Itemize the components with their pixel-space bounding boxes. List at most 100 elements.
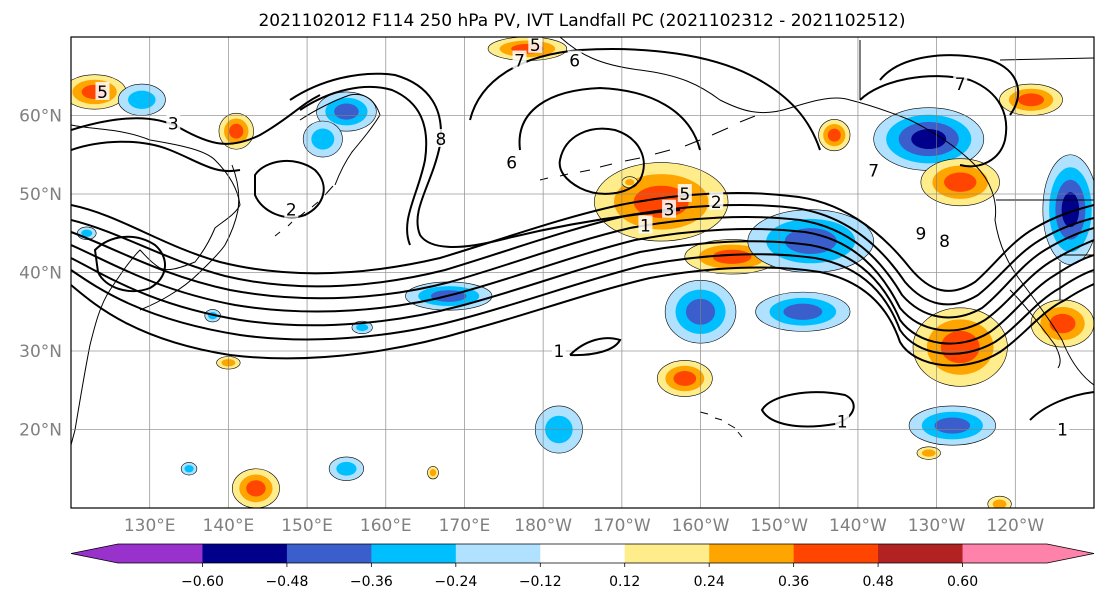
contour-value-label: 6: [506, 154, 517, 174]
shaded-contour-level: [712, 249, 752, 264]
shaded-contour-level: [1061, 192, 1080, 228]
coastline-layer: [71, 37, 1094, 446]
coastline-japan: [139, 164, 240, 311]
contour-value-label: 5: [530, 36, 541, 56]
colorbar-tick-label: −0.36: [350, 574, 393, 590]
lon-tick-label: 130°W: [908, 516, 966, 536]
colorbar-segment: [793, 544, 880, 563]
lon-tick-label: 160°E: [360, 516, 412, 536]
lat-tick-label: 60°N: [19, 107, 62, 127]
coastline-alaska: [559, 37, 851, 114]
pv-contour-6: [71, 253, 1094, 355]
shaded-region: [117, 83, 166, 116]
shaded-region: [180, 462, 198, 476]
shaded-region: [999, 83, 1063, 116]
shaded-contour-level: [429, 469, 437, 477]
contour-label-background: [504, 152, 519, 171]
contour-label-background: [95, 81, 110, 100]
shaded-region: [71, 74, 127, 110]
colorbar-tick-label: 0.12: [609, 574, 640, 590]
pv-contour-4: [71, 227, 1094, 332]
colorbar-tick-label: −0.60: [181, 574, 224, 590]
shaded-contour-level: [81, 229, 93, 237]
lon-tick-label: 120°W: [986, 516, 1044, 536]
colorbar-segment: [878, 544, 964, 563]
colorbar-tick-labels: −0.60 −0.48 −0.36 −0.24 −0.12 0.12 0.24 0.36 0.4…: [181, 563, 978, 590]
contour-value-label: 3: [168, 114, 179, 134]
shaded-contour-level: [940, 330, 980, 364]
contour-label-background: [551, 341, 566, 359]
contour-value-label: 6: [569, 52, 580, 72]
shaded-contour-level: [128, 90, 156, 109]
lon-tick-label: 170°E: [439, 516, 491, 536]
colorbar-tick-label: 0.48: [863, 574, 894, 590]
contour-label-background: [835, 411, 850, 430]
contour-value-label: 1: [553, 342, 564, 362]
colorbar-tick-label: −0.48: [265, 574, 308, 590]
pv-contour-10: [71, 94, 321, 145]
colorbar-segment: [455, 544, 542, 563]
shaded-region: [427, 466, 439, 480]
shaded-region: [818, 119, 851, 152]
shaded-contour-level: [1049, 313, 1076, 334]
lon-tick-label: 150°W: [750, 516, 808, 536]
shaded-contour-level: [911, 129, 947, 150]
contour-value-label: 1: [1057, 421, 1068, 441]
pv-contour-7: [71, 266, 1094, 367]
coastline-canada-interior: [859, 40, 1094, 300]
shaded-region: [873, 107, 985, 171]
pv-contour-9: [299, 85, 428, 246]
contour-label-background: [866, 160, 881, 179]
colorbar-segment: [371, 544, 457, 563]
contour-label-background: [709, 191, 724, 210]
shaded-contour-level: [334, 103, 359, 120]
shaded-region: [916, 446, 941, 460]
shaded-contour-level: [921, 449, 936, 457]
shaded-contour-level: [184, 465, 194, 473]
contour-value-label: 8: [939, 232, 950, 252]
contour-label-background: [913, 223, 928, 242]
pv-contour-21: [1029, 391, 1094, 421]
longitude-labels: 130°E 140°E 150°E 160°E 170°E 180°W 170°W 160°W…: [124, 516, 1045, 536]
shaded-contour-level: [992, 499, 1007, 508]
coastline-kamchatka: [299, 93, 381, 186]
contour-label-background: [1055, 419, 1070, 438]
shaded-region: [755, 291, 851, 332]
colorbar-lower-extension: [71, 544, 119, 563]
pv-contour-8: [289, 72, 681, 248]
colorbar-tick-label: −0.24: [434, 574, 477, 590]
pv-contour-17: [859, 75, 1008, 168]
coastline-north-america: [849, 99, 1094, 386]
shaded-contour-level: [827, 128, 841, 142]
pv-contour-14: [518, 86, 701, 151]
contour-value-label: 7: [868, 161, 879, 181]
coastline-kuril-islands: [274, 185, 334, 237]
lat-tick-label: 30°N: [19, 342, 62, 362]
lat-tick-label: 20°N: [19, 421, 62, 441]
contour-value-label: 7: [514, 52, 525, 72]
shaded-contour-level: [229, 123, 244, 139]
contour-label-background: [166, 113, 181, 132]
lon-tick-label: 140°E: [203, 516, 255, 536]
colorbar-tick-label: −0.12: [519, 574, 562, 590]
contour-label-background: [953, 74, 968, 93]
contour-label-background: [937, 231, 952, 250]
pv-contour-13: [558, 127, 645, 195]
shaded-region: [594, 162, 729, 242]
colorbar-segment: [962, 544, 1047, 563]
pv-contour-18: [93, 235, 166, 293]
colorbar-segment: [540, 544, 626, 563]
pv-contour-12: [254, 159, 325, 219]
coastline-asia: [71, 124, 241, 446]
contour-value-label: 2: [286, 201, 297, 221]
contour-label-background: [512, 50, 527, 69]
shaded-contour-level: [356, 323, 369, 332]
lat-tick-label: 40°N: [19, 264, 62, 284]
coastline-hawaii: [699, 411, 743, 438]
pv-contour-5: [71, 240, 1094, 345]
pv-contour-16: [879, 54, 1020, 116]
map-frame: [70, 36, 1095, 509]
shaded-contour-level: [673, 371, 697, 386]
